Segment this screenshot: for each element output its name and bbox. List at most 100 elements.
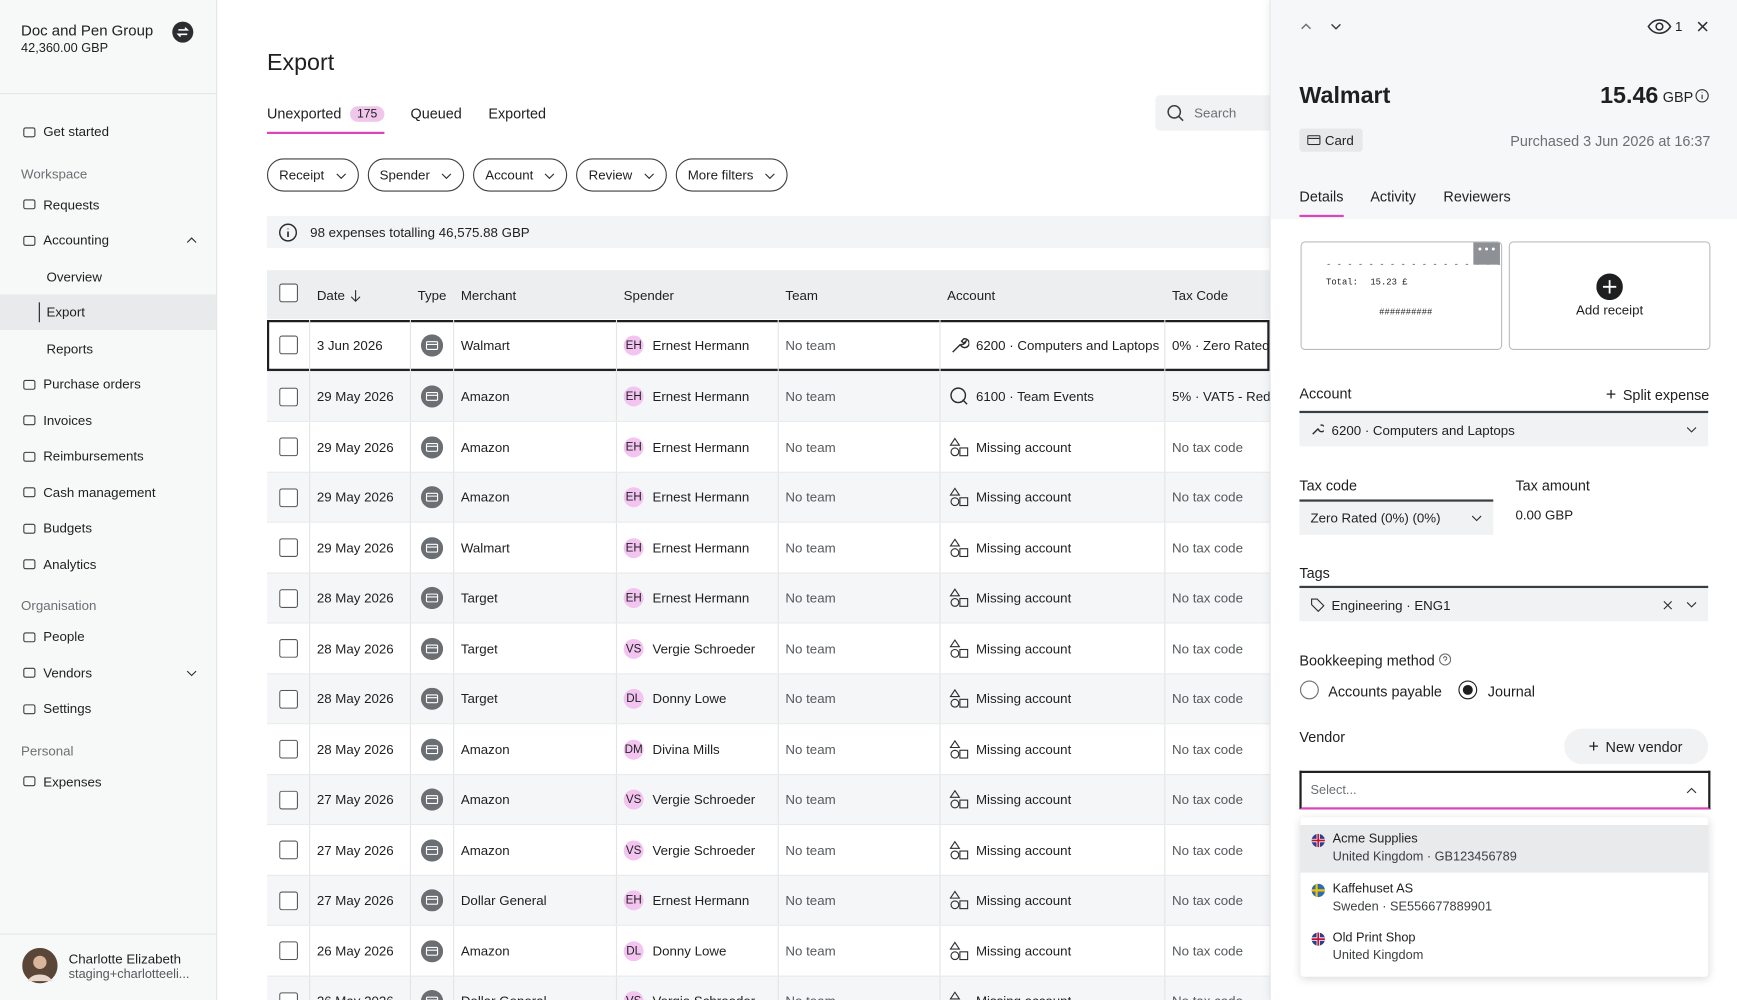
- org-balance: 42,360.00 GBP: [21, 42, 109, 56]
- table-row[interactable]: 26 May 2026 Amazon DL Donny Lowe No team Miss…: [266, 924, 1270, 977]
- nav-icon: [23, 631, 36, 642]
- spender: Vergie Schroeder: [652, 994, 755, 1000]
- tax-code: No tax code: [1172, 590, 1243, 607]
- add-receipt[interactable]: Add receipt: [1508, 241, 1711, 350]
- table-row[interactable]: 28 May 2026 Amazon DM Divina Mills No team Mi…: [266, 723, 1270, 775]
- vendor-name: Old Print Shop: [1332, 931, 1416, 945]
- table-row[interactable]: 29 May 2026 Walmart EH Ernest Hermann No tea…: [266, 521, 1270, 574]
- search-box[interactable]: Search: [1155, 95, 1289, 131]
- nav-item[interactable]: Budgets: [0, 511, 216, 546]
- nav-item[interactable]: Reimbursements: [0, 439, 216, 474]
- column-header[interactable]: Date: [316, 287, 345, 304]
- clear-tags[interactable]: [1663, 600, 1673, 610]
- table-row[interactable]: 28 May 2026 Target EH Ernest Hermann No team…: [266, 571, 1270, 624]
- vendor-option[interactable]: Old Print Shop United Kingdom: [1301, 924, 1709, 972]
- vendor-select[interactable]: Select...: [1299, 770, 1711, 810]
- help-icon[interactable]: [1438, 653, 1451, 666]
- tax-code-select[interactable]: Zero Rated (0%) (0%): [1299, 499, 1494, 535]
- user-email: staging+charlotteeli...: [68, 967, 190, 982]
- team: No team: [785, 943, 836, 959]
- nav-item[interactable]: Invoices: [0, 403, 216, 438]
- column-header[interactable]: Tax Code: [1172, 287, 1229, 304]
- panel-tab[interactable]: Reviewers: [1443, 188, 1511, 205]
- row-checkbox: [279, 488, 298, 507]
- tab[interactable]: Queued: [411, 105, 462, 122]
- panel-tab[interactable]: Activity: [1370, 188, 1416, 205]
- radio-journal[interactable]: [1458, 680, 1478, 700]
- nav-subitem[interactable]: Export: [0, 294, 217, 331]
- close-button[interactable]: [1696, 20, 1709, 33]
- vendor-option[interactable]: Kaffehuset AS Sweden · SE556677889901: [1301, 874, 1709, 922]
- receipt-thumbnail[interactable]: - - - - - - - - - - - - - - - - - - - - …: [1300, 241, 1503, 350]
- column-header[interactable]: Type: [417, 287, 447, 304]
- nav-item[interactable]: Requests: [0, 187, 216, 222]
- new-vendor[interactable]: + New vendor: [1564, 728, 1709, 765]
- tags-select[interactable]: Engineering · ENG1: [1299, 585, 1709, 622]
- table-row[interactable]: 29 May 2026 Amazon EH Ernest Hermann No team…: [266, 420, 1270, 473]
- table-row[interactable]: 28 May 2026 Target DL Donny Lowe No team Miss…: [266, 672, 1270, 725]
- tab[interactable]: Exported: [488, 105, 546, 122]
- wrench-icon: [1312, 424, 1324, 435]
- table-row[interactable]: 3 Jun 2026 Walmart EH Ernest Hermann No team…: [266, 320, 1270, 371]
- filter[interactable]: More filters: [675, 158, 788, 192]
- user-avatar[interactable]: [22, 947, 58, 984]
- nav-label: Settings: [43, 700, 92, 717]
- filter[interactable]: Spender: [367, 158, 465, 192]
- table-row[interactable]: 28 May 2026 Target VS Vergie Schroeder No te…: [266, 622, 1270, 674]
- table-row[interactable]: 27 May 2026 Amazon VS Vergie Schroeder No te…: [266, 773, 1270, 826]
- column-header[interactable]: Merchant: [460, 287, 517, 304]
- receipt-menu[interactable]: •••: [1473, 242, 1500, 265]
- nav-item[interactable]: Get started: [0, 114, 216, 149]
- nav-subitem[interactable]: Reports: [0, 331, 216, 366]
- split-expense[interactable]: + Split expense: [1605, 385, 1710, 405]
- tab[interactable]: Unexported 175: [267, 105, 384, 122]
- filter[interactable]: Receipt: [266, 158, 359, 192]
- switch-org[interactable]: [172, 21, 194, 43]
- nav-item[interactable]: Accounting: [0, 223, 216, 258]
- column-header[interactable]: Account: [947, 287, 996, 304]
- table-row[interactable]: 27 May 2026 Amazon VS Vergie Schroeder No te…: [266, 823, 1270, 876]
- date: 28 May 2026: [316, 741, 394, 758]
- panel-tab[interactable]: Details: [1299, 188, 1344, 205]
- column-divider: [615, 825, 618, 876]
- table-header: [266, 270, 1270, 319]
- table-row[interactable]: 29 May 2026 Amazon EH Ernest Hermann No team…: [266, 370, 1270, 422]
- column-header[interactable]: Spender: [623, 287, 674, 304]
- spender-initials: EH: [623, 537, 644, 558]
- account-select[interactable]: 6200 · Computers and Laptops: [1299, 410, 1709, 447]
- filter[interactable]: Account: [473, 158, 568, 192]
- radio-label: Accounts payable: [1328, 683, 1442, 700]
- column-divider: [453, 774, 455, 826]
- column-divider: [309, 673, 311, 725]
- eye-icon[interactable]: [1647, 18, 1672, 36]
- next-button[interactable]: [1329, 20, 1342, 33]
- column-header[interactable]: Team: [785, 287, 818, 304]
- date: 29 May 2026: [316, 439, 394, 455]
- column-divider: [453, 421, 455, 473]
- filter[interactable]: Review: [576, 158, 667, 192]
- filter-label: Review: [588, 167, 633, 183]
- payment-type: Card: [1324, 132, 1354, 149]
- vendor-name: Acme Supplies: [1332, 832, 1418, 847]
- team: No team: [785, 994, 835, 1000]
- vendor-option[interactable]: Acme Supplies United Kingdom · GB12345678…: [1300, 825, 1709, 873]
- column-divider: [1164, 472, 1166, 523]
- table-row[interactable]: 29 May 2026 Amazon EH Ernest Hermann No team…: [266, 471, 1270, 523]
- radio-accounts-payable[interactable]: [1299, 680, 1319, 700]
- column-divider: [777, 774, 779, 826]
- nav-item[interactable]: Vendors: [0, 655, 216, 690]
- nav-item[interactable]: People: [0, 619, 216, 654]
- nav-item[interactable]: Settings: [0, 691, 216, 726]
- nav-item[interactable]: Cash management: [0, 475, 216, 510]
- table-row[interactable]: 26 May 2026 Dollar General VS Vergie Schroe…: [266, 975, 1270, 1000]
- select-all: [279, 283, 298, 303]
- nav-item[interactable]: Expenses: [0, 764, 216, 799]
- nav-item[interactable]: Purchase orders: [0, 367, 216, 402]
- type-icon: [421, 990, 444, 1000]
- date: 28 May 2026: [316, 691, 394, 707]
- table-row[interactable]: 27 May 2026 Dollar General EH Ernest Herman…: [266, 874, 1270, 926]
- prev-button[interactable]: [1299, 20, 1312, 33]
- nav-item[interactable]: Analytics: [0, 547, 216, 582]
- amount-info[interactable]: [1695, 89, 1709, 103]
- nav-subitem[interactable]: Overview: [0, 259, 216, 294]
